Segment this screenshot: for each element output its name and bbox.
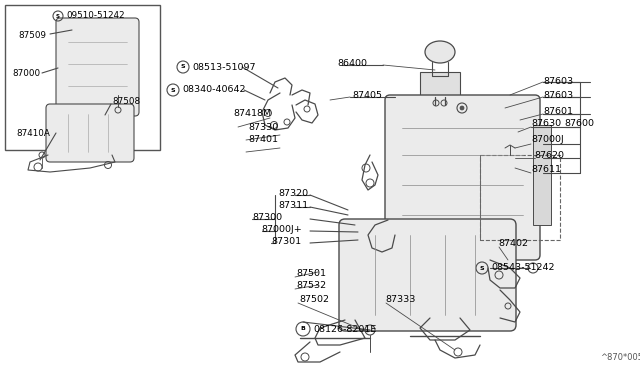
Text: 87508: 87508 <box>112 97 140 106</box>
Text: 87402: 87402 <box>498 240 528 248</box>
Text: 09510-51242: 09510-51242 <box>66 12 125 20</box>
Text: 87603: 87603 <box>543 92 573 100</box>
Bar <box>480 155 560 240</box>
Text: S: S <box>171 87 175 93</box>
FancyBboxPatch shape <box>385 95 540 260</box>
FancyBboxPatch shape <box>339 219 516 331</box>
Text: 87311: 87311 <box>278 201 308 209</box>
Bar <box>533 125 551 225</box>
Ellipse shape <box>425 41 455 63</box>
Text: 87333: 87333 <box>385 295 415 305</box>
Text: 87405: 87405 <box>352 90 382 99</box>
Text: 87601: 87601 <box>543 106 573 115</box>
Text: 87611: 87611 <box>531 164 561 173</box>
Text: 87501: 87501 <box>296 269 326 279</box>
Text: S: S <box>56 13 60 19</box>
Text: 87000J: 87000J <box>531 135 564 144</box>
Text: ^870*0059: ^870*0059 <box>600 353 640 362</box>
Text: 87630: 87630 <box>531 119 561 128</box>
Circle shape <box>460 106 464 110</box>
Text: 87000J+: 87000J+ <box>261 224 301 234</box>
Text: 08513-51097: 08513-51097 <box>192 62 255 71</box>
Text: 08126-8201E: 08126-8201E <box>313 324 376 334</box>
Text: S: S <box>180 64 186 70</box>
Text: 87509: 87509 <box>18 32 46 41</box>
Text: 87300: 87300 <box>252 212 282 221</box>
Text: 87330: 87330 <box>248 122 278 131</box>
Text: 87620: 87620 <box>534 151 564 160</box>
Text: B: B <box>301 327 305 331</box>
FancyBboxPatch shape <box>46 104 134 162</box>
Text: 87320: 87320 <box>278 189 308 198</box>
Text: 87502: 87502 <box>299 295 329 305</box>
Text: 87000: 87000 <box>12 68 40 77</box>
FancyBboxPatch shape <box>56 18 139 116</box>
Text: 87301: 87301 <box>271 237 301 246</box>
Bar <box>420 72 460 97</box>
Text: S: S <box>480 266 484 270</box>
Text: 08340-40642: 08340-40642 <box>182 86 246 94</box>
Text: 87600: 87600 <box>564 119 594 128</box>
Text: 87603: 87603 <box>543 77 573 87</box>
Text: 87401: 87401 <box>248 135 278 144</box>
Text: 87418M: 87418M <box>233 109 271 118</box>
Bar <box>5 5 160 150</box>
Text: 86400: 86400 <box>337 58 367 67</box>
Text: 08543-51242: 08543-51242 <box>491 263 554 273</box>
Text: 87410A: 87410A <box>16 128 50 138</box>
Text: 87532: 87532 <box>296 282 326 291</box>
